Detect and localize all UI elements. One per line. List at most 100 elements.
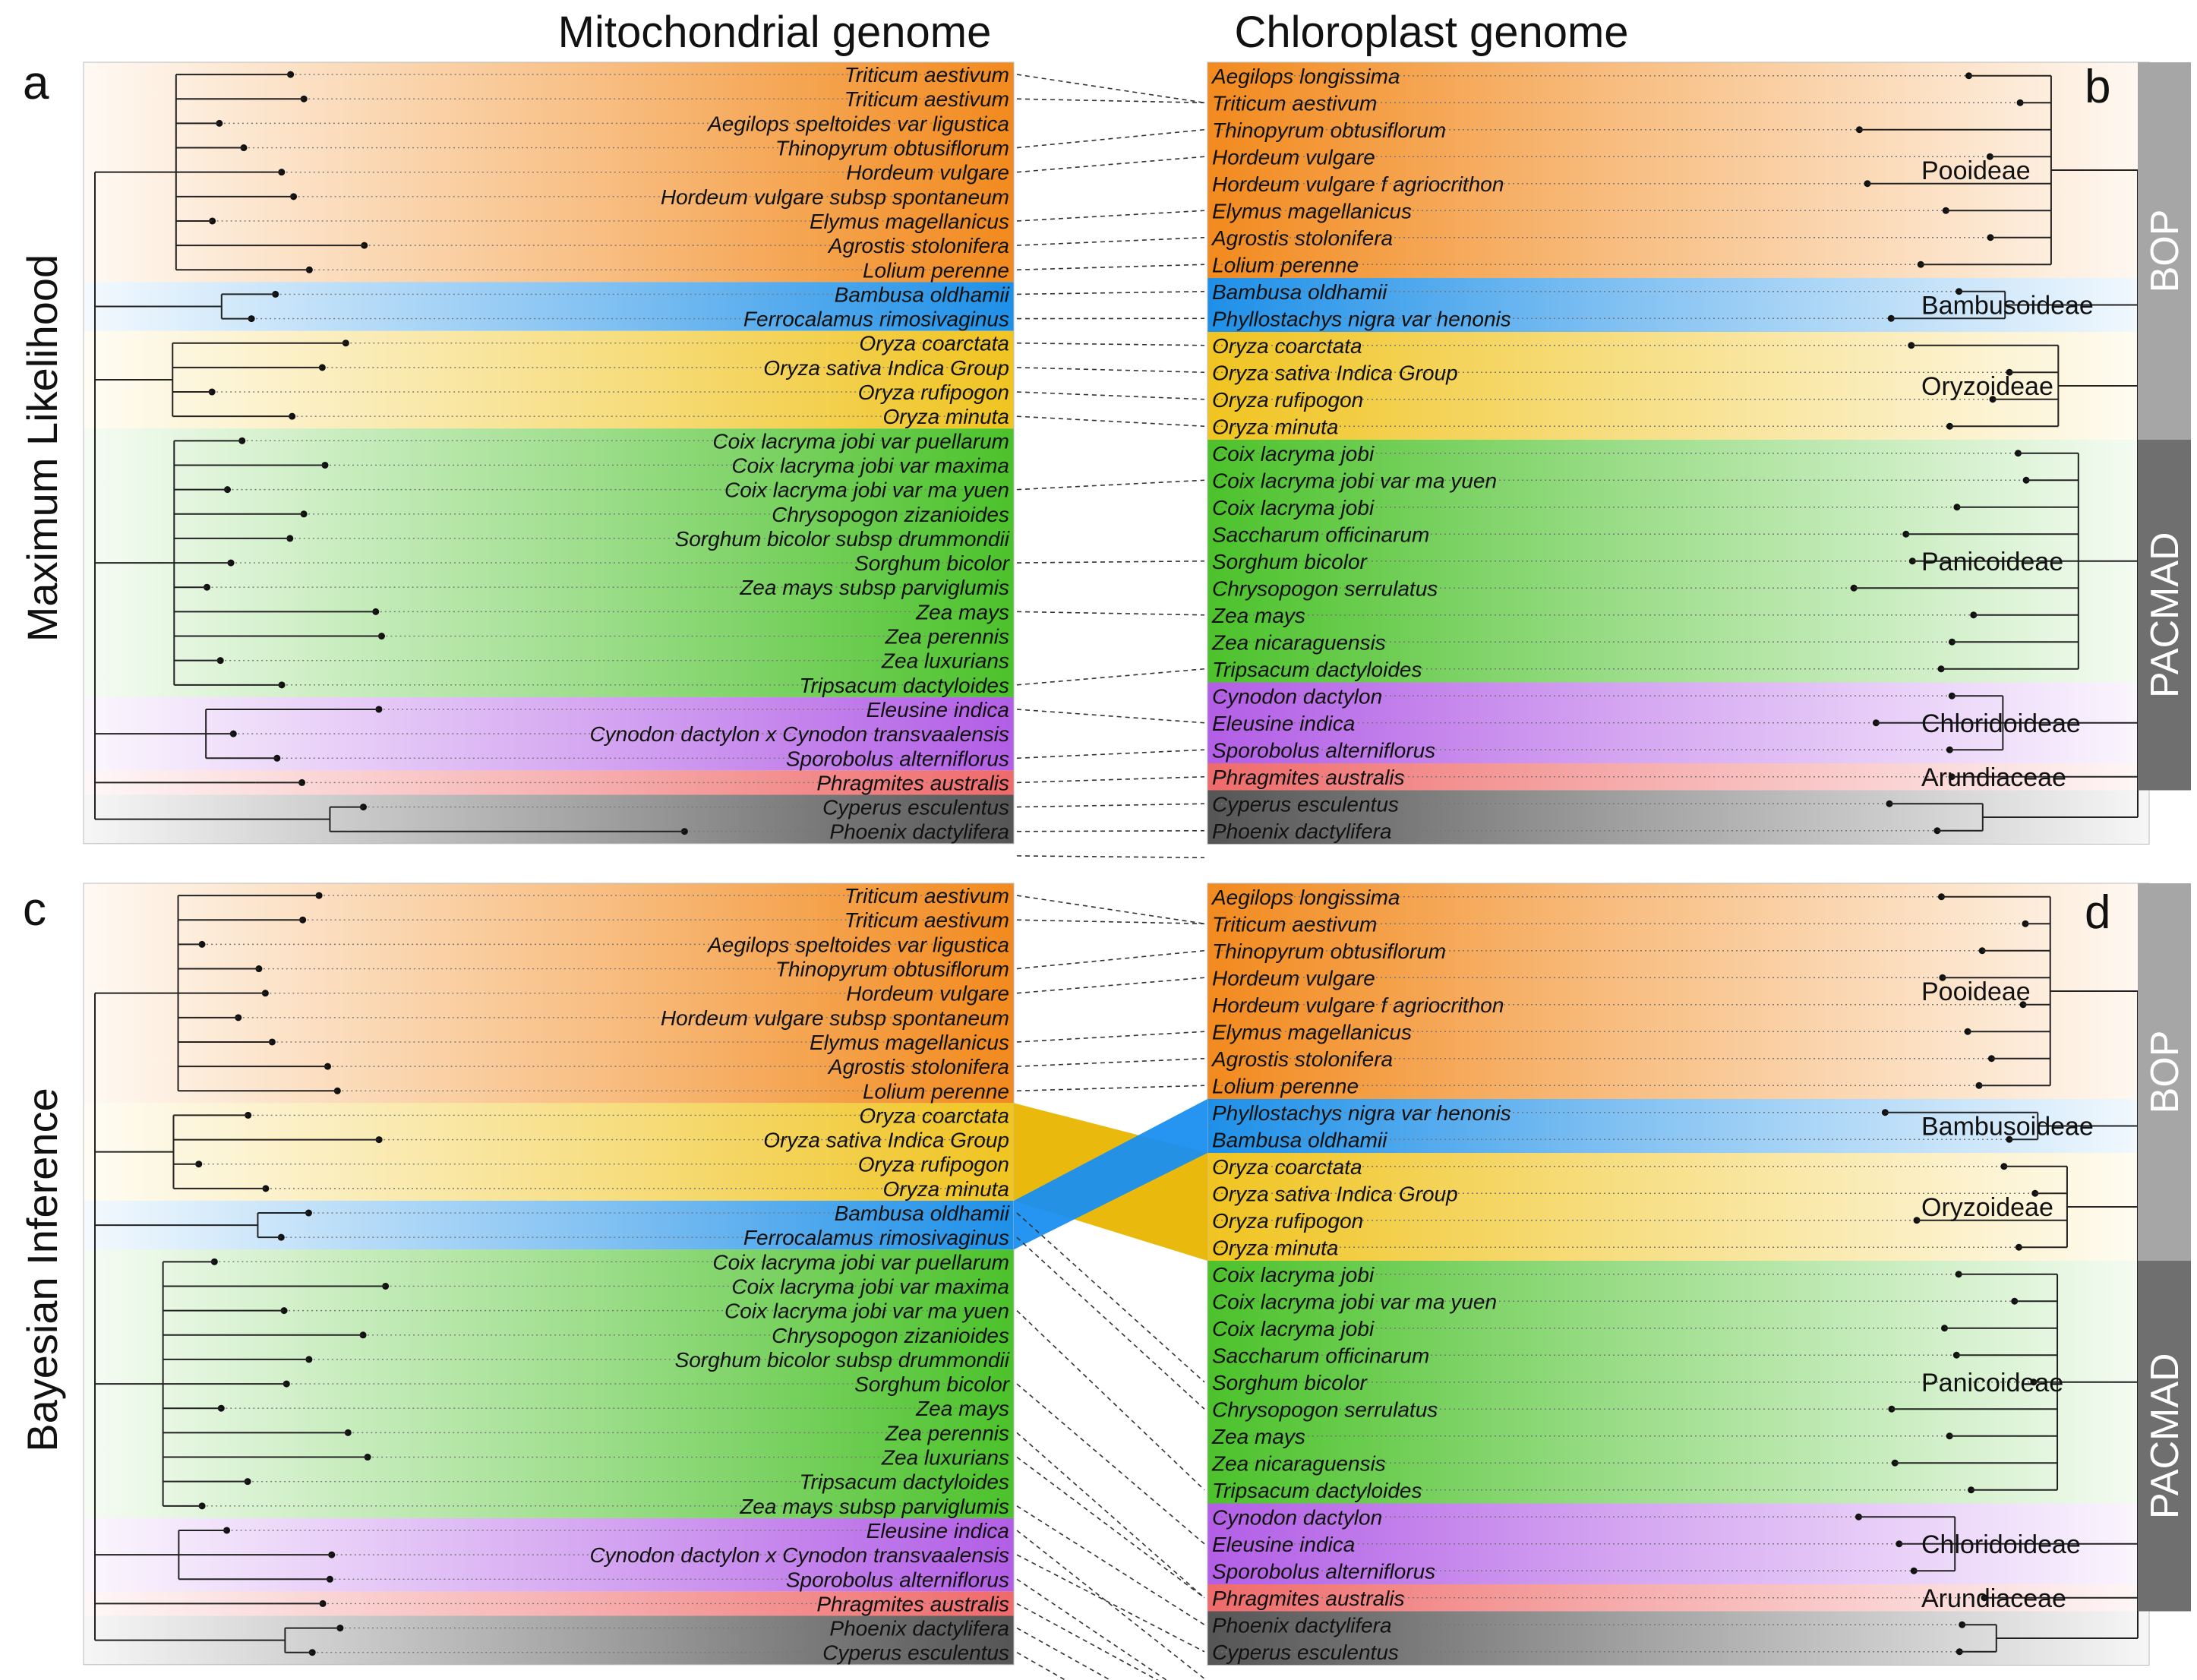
taxon-label: Zea mays subsp parviglumis <box>739 576 1009 599</box>
taxon-label: Oryza coarctata <box>1212 1155 1362 1179</box>
taxon-connector <box>1016 1310 1205 1491</box>
taxon-label: Oryza sativa Indica Group <box>1212 361 1458 384</box>
taxon-label: Eleusine indica <box>1212 712 1355 735</box>
taxon-label: Oryza coarctata <box>1212 334 1362 358</box>
taxon-connector <box>1016 98 1205 104</box>
panel-frame <box>83 883 1015 1666</box>
subfamily-label-chloridoideae: Chloridoideae <box>1921 1530 2081 1559</box>
panel-letter-d: d <box>2085 886 2110 939</box>
taxon-connector <box>1016 1212 1205 1383</box>
taxon-connector <box>1016 415 1205 428</box>
taxon-label: Aegilops longissima <box>1211 886 1400 909</box>
bg-b-oryzoideae <box>1207 332 2149 440</box>
taxon-label: Tripsacum dactyloides <box>800 1470 1009 1494</box>
taxon-connector <box>1016 236 1205 246</box>
side-bar-label-bop: BOP <box>2143 1031 2187 1114</box>
taxon-label: Hordeum vulgare <box>1212 145 1375 169</box>
taxon-label: Phragmites australis <box>816 1592 1009 1615</box>
taxon-label: Zea mays <box>915 1397 1009 1420</box>
taxon-label: Ferrocalamus rimosivaginus <box>743 308 1009 331</box>
taxon-label: Eleusine indica <box>1212 1533 1355 1556</box>
taxon-connectors <box>1016 74 1205 1680</box>
subfamily-label-oryzoideae: Oryzoideae <box>1921 372 2053 401</box>
taxon-connector <box>1016 919 1205 925</box>
row-label-maximum-likelihood: Maximum Likelihood <box>18 254 66 642</box>
taxon-connector <box>1016 264 1205 271</box>
taxon-label: Sorghum bicolor subsp drummondii <box>675 527 1010 551</box>
taxon-connector <box>1016 1652 1067 1680</box>
taxon-label: Bambusa oldhamii <box>835 283 1010 306</box>
taxon-label: Phragmites australis <box>816 771 1009 794</box>
taxon-label: Sporobolus alterniflorus <box>1212 738 1435 762</box>
taxon-connector <box>1016 560 1205 564</box>
taxon-label: Thinopyrum obtusiflorum <box>775 137 1009 160</box>
clade-side-bars: BOP PACMAD BOP PACMAD <box>2138 62 2191 1612</box>
taxon-label: Coix lacryma jobi <box>1212 442 1375 466</box>
subfamily-label-arundiaceae: Arundiaceae <box>1921 763 2066 792</box>
taxon-label: Zea nicaraguensis <box>1211 1451 1386 1475</box>
taxon-connector <box>1016 775 1205 784</box>
group-color-backgrounds <box>83 62 2150 1666</box>
bg-a-bambusoideae <box>84 282 1014 331</box>
taxon-label: Lolium perenne <box>863 258 1009 282</box>
taxon-label: Coix lacryma jobi var ma yuen <box>1212 1290 1497 1313</box>
bg-a-panicoideae <box>84 428 1014 697</box>
taxon-label: Triticum aestivum <box>844 884 1009 908</box>
taxon-label: Hordeum vulgare <box>846 982 1009 1006</box>
taxon-label: Coix lacryma jobi <box>1212 1317 1375 1341</box>
taxon-label: Elymus magellanicus <box>1212 1020 1412 1044</box>
taxon-connector <box>1016 829 1205 832</box>
taxon-label: Eleusine indica <box>866 698 1009 722</box>
taxon-label: Agrostis stolonifera <box>1211 1047 1393 1071</box>
taxon-label: Triticum aestivum <box>844 63 1009 87</box>
taxon-connector <box>1016 1505 1205 1625</box>
taxon-connector <box>1016 1236 1205 1410</box>
taxon-connector <box>1016 1057 1205 1067</box>
taxon-connector <box>1016 949 1205 970</box>
taxon-label: Oryza rufipogon <box>858 381 1009 404</box>
taxon-connector <box>1016 895 1205 925</box>
taxon-connector <box>1016 1031 1205 1043</box>
taxon-connector <box>1016 74 1205 104</box>
taxon-label: Phoenix dactylifera <box>829 1617 1009 1641</box>
header-chloroplast: Chloroplast genome <box>1234 8 1628 57</box>
taxon-label: Chrysopogon serrulatus <box>1212 576 1438 600</box>
taxon-label: Oryza rufipogon <box>1212 388 1363 412</box>
side-bar-pacmad <box>2138 440 2191 791</box>
side-bar-label-pacmad: PACMAD <box>2143 1353 2187 1519</box>
header-mitochondrial: Mitochondrial genome <box>558 8 992 57</box>
taxon-label: Zea luxurians <box>881 649 1009 673</box>
taxon-label: Zea mays <box>1211 1425 1305 1448</box>
taxon-label: Sorghum bicolor <box>854 551 1011 575</box>
side-bar-label-bop: BOP <box>2143 210 2187 293</box>
taxon-label: Lolium perenne <box>1212 1074 1359 1097</box>
taxon-label: Cyperus esculentus <box>1212 792 1399 816</box>
taxon-label: Bambusa oldhamii <box>835 1202 1010 1225</box>
bg-d-pooideae <box>1207 883 2149 1099</box>
taxon-label: Triticum aestivum <box>844 908 1009 932</box>
taxon-label: Coix lacryma jobi var maxima <box>731 1274 1009 1298</box>
taxon-connector <box>1016 803 1205 808</box>
taxon-label: Eleusine indica <box>866 1519 1009 1543</box>
side-bar-pacmad <box>2138 1261 2191 1612</box>
subfamily-label-panicoideae: Panicoideae <box>1921 548 2063 576</box>
taxon-label: Oryza coarctata <box>859 1104 1009 1127</box>
taxon-label: Oryza sativa Indica Group <box>763 356 1009 380</box>
bg-b-pooideae <box>1207 62 2149 278</box>
subfamily-labels: Pooideae Bambusoideae Oryzoideae Panicoidea… <box>1921 156 2094 1613</box>
bg-d-oryzoideae <box>1207 1153 2149 1261</box>
taxon-label: Tripsacum dactyloides <box>1212 658 1422 681</box>
subfamily-label-oryzoideae: Oryzoideae <box>1921 1193 2053 1222</box>
bg-c-oryzoideae <box>84 1103 1014 1201</box>
taxon-connector <box>1016 391 1205 400</box>
taxon-label: Oryza sativa Indica Group <box>1212 1182 1458 1205</box>
taxon-label: Phoenix dactylifera <box>1212 819 1392 843</box>
taxon-label: Hordeum vulgare <box>846 161 1009 185</box>
taxon-label: Lolium perenne <box>1212 253 1359 276</box>
taxon-connector <box>1016 210 1205 222</box>
taxon-label: Aegilops longissima <box>1211 65 1400 88</box>
taxon-label: Cynodon dactylon x Cynodon transvaalensi… <box>589 1543 1009 1567</box>
subfamily-label-pooideae: Pooideae <box>1921 977 2031 1006</box>
subfamily-label-pooideae: Pooideae <box>1921 156 2031 185</box>
taxon-connector <box>1016 342 1205 346</box>
